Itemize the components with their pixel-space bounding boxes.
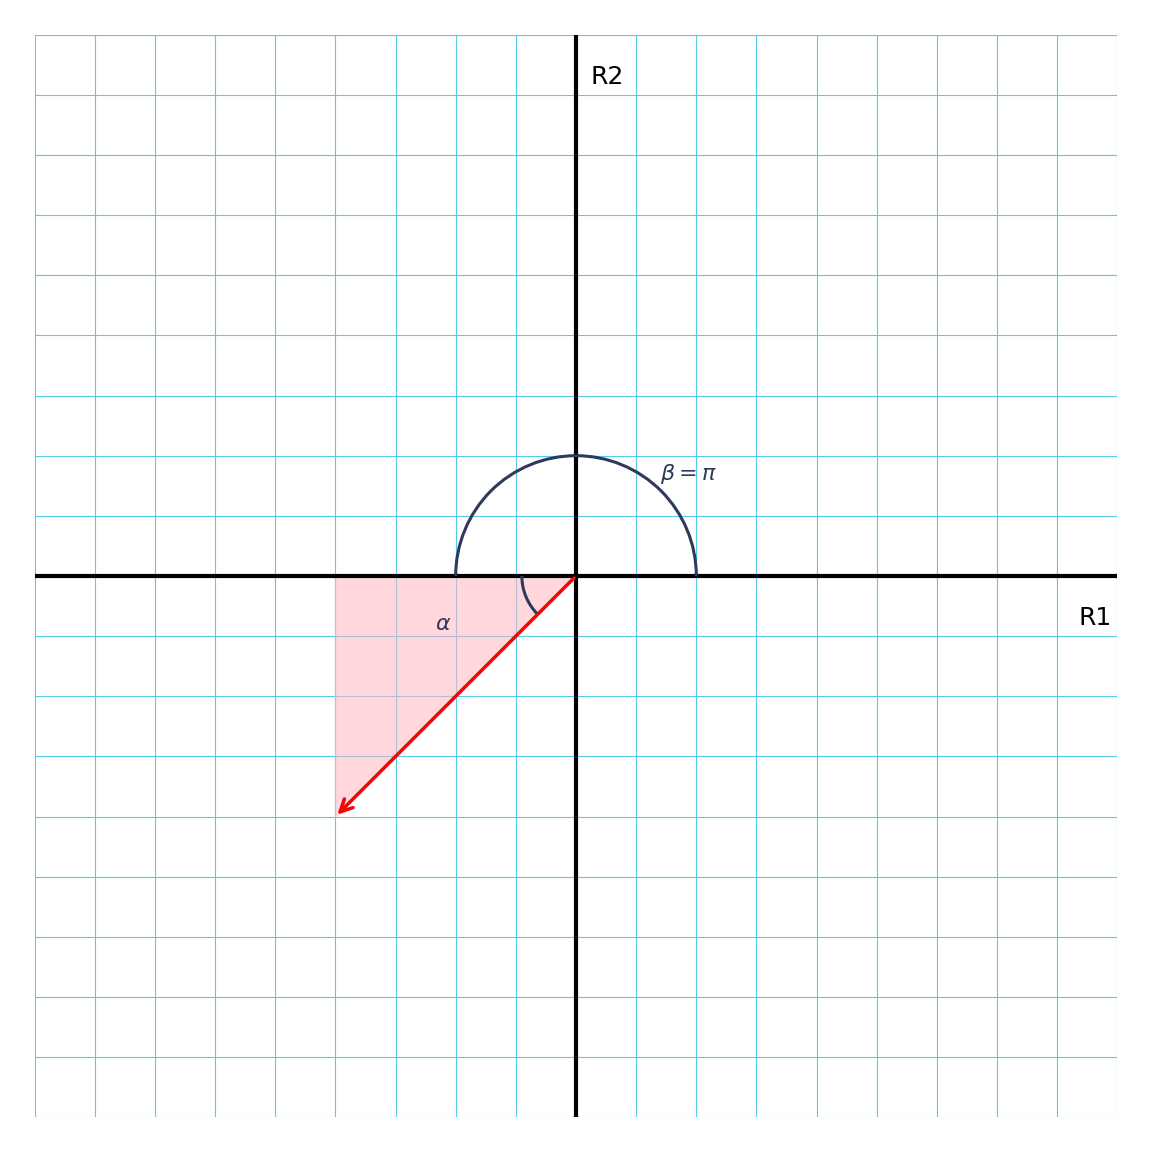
Text: $\alpha$: $\alpha$ [435, 613, 452, 635]
Text: R1: R1 [1078, 606, 1112, 630]
Text: R2: R2 [591, 65, 624, 89]
Text: $\beta = \pi$: $\beta = \pi$ [660, 462, 718, 486]
Polygon shape [335, 576, 576, 817]
